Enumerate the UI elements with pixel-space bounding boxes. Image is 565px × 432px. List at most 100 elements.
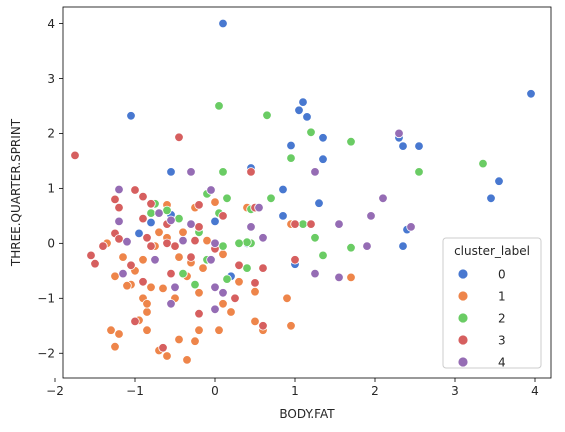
- data-point-cluster-0: [166, 167, 176, 177]
- data-point-cluster-2: [298, 219, 308, 229]
- data-point-cluster-4: [166, 215, 176, 226]
- data-point-cluster-4: [210, 282, 220, 293]
- data-point-cluster-3: [258, 263, 268, 273]
- data-point-cluster-0: [278, 184, 288, 195]
- x-tick-label: −2: [46, 384, 64, 398]
- data-point-cluster-2: [218, 167, 228, 177]
- data-point-cluster-1: [194, 288, 204, 298]
- data-point-cluster-3: [194, 309, 204, 319]
- data-point-cluster-3: [258, 321, 268, 331]
- data-point-cluster-0: [318, 154, 328, 164]
- data-point-cluster-0: [286, 140, 296, 151]
- data-point-cluster-3: [114, 202, 124, 213]
- data-point-cluster-3: [86, 250, 96, 261]
- data-point-cluster-3: [166, 268, 176, 279]
- data-point-cluster-2: [222, 274, 232, 284]
- data-point-cluster-3: [126, 260, 136, 271]
- legend-label-1: 1: [498, 289, 506, 303]
- data-point-cluster-3: [146, 199, 156, 209]
- data-point-cluster-4: [166, 299, 176, 309]
- legend-marker-4: [457, 356, 469, 368]
- y-tick-label: 2: [47, 127, 55, 141]
- data-point-cluster-4: [310, 167, 320, 177]
- data-point-cluster-3: [158, 343, 168, 353]
- data-point-cluster-2: [346, 242, 356, 253]
- data-point-cluster-1: [218, 299, 228, 309]
- x-tick-label: 0: [211, 384, 219, 398]
- data-point-cluster-4: [310, 268, 320, 279]
- plot-frame: [62, 6, 552, 379]
- data-point-cluster-1: [250, 316, 260, 327]
- data-point-cluster-1: [214, 325, 224, 335]
- y-axis-label: THREE.QUARTER.SPRINT: [9, 118, 23, 267]
- data-point-cluster-2: [478, 158, 488, 169]
- data-point-cluster-2: [242, 237, 252, 247]
- data-point-cluster-3: [98, 241, 108, 251]
- data-point-cluster-2: [286, 153, 296, 163]
- y-tick-label: 4: [47, 17, 55, 31]
- data-point-cluster-4: [114, 216, 124, 227]
- data-point-cluster-1: [210, 197, 220, 207]
- axes: −2 −1 0 1 2 3 4 −2 −1 0 1 2 3 4: [37, 6, 552, 398]
- data-point-cluster-1: [174, 252, 184, 262]
- data-point-cluster-0: [494, 176, 504, 186]
- data-point-cluster-3: [130, 316, 140, 327]
- data-point-cluster-0: [294, 105, 304, 116]
- x-axis-label: BODY.FAT: [279, 407, 335, 421]
- data-point-cluster-0: [146, 217, 156, 228]
- data-point-cluster-0: [298, 97, 308, 107]
- data-point-cluster-3: [230, 293, 240, 304]
- data-point-cluster-0: [134, 228, 144, 239]
- data-point-cluster-3: [142, 233, 152, 243]
- data-point-cluster-3: [306, 219, 316, 229]
- data-point-cluster-2: [242, 263, 252, 273]
- x-tick-label: 1: [291, 384, 299, 398]
- data-point-cluster-3: [190, 235, 200, 246]
- data-point-cluster-0: [126, 111, 136, 121]
- y-tick-label: −1: [37, 292, 55, 306]
- data-point-cluster-3: [186, 252, 196, 262]
- data-point-cluster-3: [194, 222, 204, 232]
- data-point-cluster-3: [290, 219, 300, 229]
- data-point-cluster-3: [246, 167, 256, 177]
- data-point-cluster-0: [278, 211, 288, 221]
- data-point-cluster-4: [210, 238, 220, 249]
- data-point-cluster-3: [146, 241, 156, 251]
- data-point-cluster-4: [362, 241, 372, 251]
- data-point-cluster-4: [154, 208, 164, 218]
- data-point-cluster-4: [206, 255, 216, 265]
- data-point-cluster-4: [246, 222, 256, 232]
- data-point-cluster-2: [174, 213, 184, 224]
- data-point-cluster-1: [282, 293, 292, 304]
- data-point-cluster-2: [218, 241, 228, 251]
- legend-title: cluster_label: [454, 244, 530, 258]
- data-point-cluster-1: [286, 321, 296, 331]
- data-point-cluster-3: [114, 234, 124, 244]
- data-point-cluster-1: [346, 272, 356, 283]
- data-point-cluster-1: [106, 325, 116, 335]
- data-point-cluster-2: [414, 167, 424, 177]
- data-point-cluster-3: [110, 194, 120, 205]
- data-point-cluster-2: [234, 238, 244, 249]
- data-point-cluster-4: [334, 219, 344, 229]
- data-point-cluster-1: [226, 307, 236, 317]
- data-point-cluster-1: [122, 281, 132, 291]
- y-tick-label: 0: [47, 237, 55, 251]
- legend-marker-1: [457, 290, 469, 302]
- data-point-cluster-1: [154, 227, 164, 238]
- data-point-cluster-1: [198, 263, 208, 273]
- data-point-cluster-3: [174, 132, 184, 143]
- data-point-cluster-1: [162, 351, 172, 361]
- data-point-cluster-2: [306, 127, 316, 138]
- data-point-cluster-2: [346, 136, 356, 147]
- data-point-cluster-0: [210, 216, 220, 227]
- data-point-cluster-1: [142, 299, 152, 309]
- legend-marker-2: [457, 312, 469, 324]
- data-point-cluster-0: [218, 18, 228, 29]
- data-point-cluster-1: [142, 325, 152, 335]
- data-point-cluster-4: [394, 128, 404, 139]
- data-point-cluster-4: [186, 219, 196, 229]
- data-point-cluster-4: [334, 272, 344, 283]
- legend-marker-0: [457, 268, 469, 280]
- legend-label-3: 3: [498, 333, 506, 347]
